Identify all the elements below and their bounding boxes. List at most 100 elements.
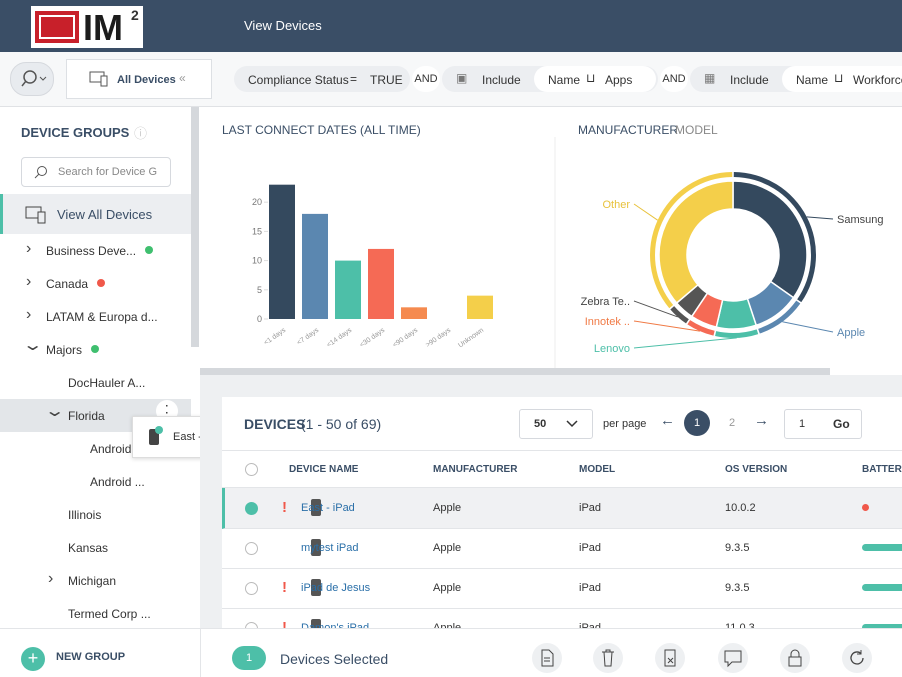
cell: 9.3.5 — [725, 542, 750, 554]
delete-action[interactable] — [593, 643, 623, 673]
sidebar: DEVICE GROUPS ⓘ Search for Device G View… — [0, 107, 201, 628]
bar — [269, 184, 295, 319]
logo-sup: 2 — [131, 7, 139, 23]
battery-bar — [862, 584, 902, 591]
charts: LAST CONNECT DATES (ALL TIME)05101520<1 … — [200, 107, 902, 375]
battery-bar — [862, 504, 869, 511]
group-search[interactable]: Search for Device G — [21, 157, 171, 187]
next[interactable]: → — [754, 412, 769, 429]
toggle: ⌄ — [21, 337, 44, 354]
battery-bar — [862, 624, 902, 631]
join: AND — [412, 66, 440, 92]
donut-outer-slice — [715, 329, 759, 338]
leader-line — [633, 337, 737, 349]
battery-bar — [862, 544, 902, 551]
filter[interactable]: ▣ Include Name ⊔ Apps — [442, 66, 658, 92]
filter-mode: Include — [482, 73, 521, 87]
report-action[interactable] — [532, 643, 562, 673]
slice-label: Samsung — [837, 214, 883, 226]
device-row[interactable]: mytest iPad Apple iPad 9.3.5 — [222, 528, 902, 569]
scope[interactable]: All Devices « — [66, 59, 212, 99]
y-tick-label: 20 — [252, 197, 262, 207]
prev[interactable]: ← — [660, 412, 675, 429]
per-page-value: 50 — [534, 418, 547, 430]
donut-outer-slice — [687, 320, 715, 336]
alert-icon: ! — [282, 499, 287, 516]
search-button[interactable] — [10, 62, 54, 96]
per-page-select[interactable]: 50 — [519, 409, 593, 439]
table-header: DEVICE NAME MANUFACTURER MODEL OS VERSION BA… — [222, 451, 902, 488]
leader-line — [633, 203, 658, 221]
group-item[interactable]: › Canada — [0, 267, 191, 300]
new-group-button[interactable]: + — [21, 647, 45, 671]
group-item[interactable]: Illinois — [0, 498, 191, 531]
donut-slice — [658, 180, 734, 305]
view-all[interactable]: View All Devices — [0, 194, 191, 234]
group-item[interactable]: › Business Deve... — [0, 234, 191, 267]
toggle: › — [48, 570, 54, 587]
slice-label: Zebra Te.. — [581, 296, 630, 308]
slice-label: Lenovo — [594, 343, 630, 355]
group-label: LATAM & Europa d... — [46, 310, 158, 324]
page[interactable]: 2 — [729, 417, 736, 429]
group-label: Illinois — [68, 508, 102, 522]
logo-text: IM — [83, 7, 123, 48]
collapse[interactable]: « — [179, 71, 186, 85]
filter-field: Compliance Status — [248, 73, 349, 87]
cell: iPad — [579, 502, 602, 514]
chart-title: MANUFACTURER — [578, 123, 678, 137]
group-item[interactable]: Termed Corp ... — [0, 597, 191, 630]
status-dot — [97, 279, 105, 287]
toggle: › — [26, 306, 32, 323]
devices-title: DEVICES — [244, 416, 306, 432]
new-group-label[interactable]: NEW GROUP — [56, 651, 126, 663]
cell: iPad — [579, 542, 602, 554]
devices-area: DEVICES (1 - 50 of 69) 50 per page ← 1 2… — [200, 375, 902, 637]
group-label: Business Deve... — [46, 244, 137, 258]
group-label: Termed Corp ... — [68, 607, 151, 621]
filter[interactable]: Compliance Status = TRUE — [234, 66, 410, 92]
go[interactable]: Go — [833, 417, 850, 431]
message-action[interactable] — [718, 643, 748, 673]
group-item[interactable]: DocHauler A... — [0, 366, 191, 399]
page-jump[interactable]: 1 Go — [784, 409, 862, 439]
filter-value: TRUE — [370, 73, 403, 87]
group-item[interactable]: Android — [0, 432, 191, 465]
bar — [302, 213, 328, 319]
group-item[interactable]: › Michigan — [0, 564, 191, 597]
per-page-label: per page — [603, 418, 647, 430]
leader-line — [806, 216, 834, 220]
leader-line — [633, 320, 701, 332]
group-label: DocHauler A... — [68, 376, 146, 390]
group-item[interactable]: ⌄ Majors — [0, 333, 191, 366]
page[interactable]: 1 — [684, 410, 710, 436]
refresh-action[interactable] — [842, 643, 872, 673]
y-tick-label: 15 — [252, 226, 262, 236]
device-row[interactable]: ! iPad de Jesus Apple iPad 9.3.5 — [222, 568, 902, 609]
filter-value: Apps — [605, 73, 633, 87]
sidebar-title: DEVICE GROUPS — [21, 125, 130, 140]
filter[interactable]: ▦ Include Name ⊔ Workforce — [690, 66, 902, 92]
select-all[interactable] — [245, 463, 258, 476]
lock-action[interactable] — [780, 643, 810, 673]
group-label: Majors — [46, 343, 83, 357]
donut-outer-slice — [650, 172, 733, 309]
group-item[interactable]: Kansas — [0, 531, 191, 564]
chart-subtitle: MODEL — [675, 123, 718, 137]
y-tick-label: 5 — [257, 285, 262, 295]
cell: mytest iPad — [301, 542, 359, 554]
column-header: MANUFACTURER — [433, 464, 518, 475]
devices-card: DEVICES (1 - 50 of 69) 50 per page ← 1 2… — [222, 397, 902, 637]
toggle: › — [26, 273, 32, 290]
y-tick-label: 10 — [252, 256, 262, 266]
cell: 10.0.2 — [725, 502, 756, 514]
device-row[interactable]: ! East - iPad Apple iPad 10.0.2 — [222, 488, 902, 529]
alert-icon: ! — [282, 619, 287, 636]
group-item[interactable]: Android ... — [0, 465, 191, 498]
column-header: DEVICE NAME — [289, 464, 359, 475]
cell: 9.3.5 — [725, 582, 750, 594]
cell: Apple — [433, 502, 462, 514]
group-item[interactable]: › LATAM & Europa d... — [0, 300, 191, 333]
remove-action[interactable] — [655, 643, 685, 673]
